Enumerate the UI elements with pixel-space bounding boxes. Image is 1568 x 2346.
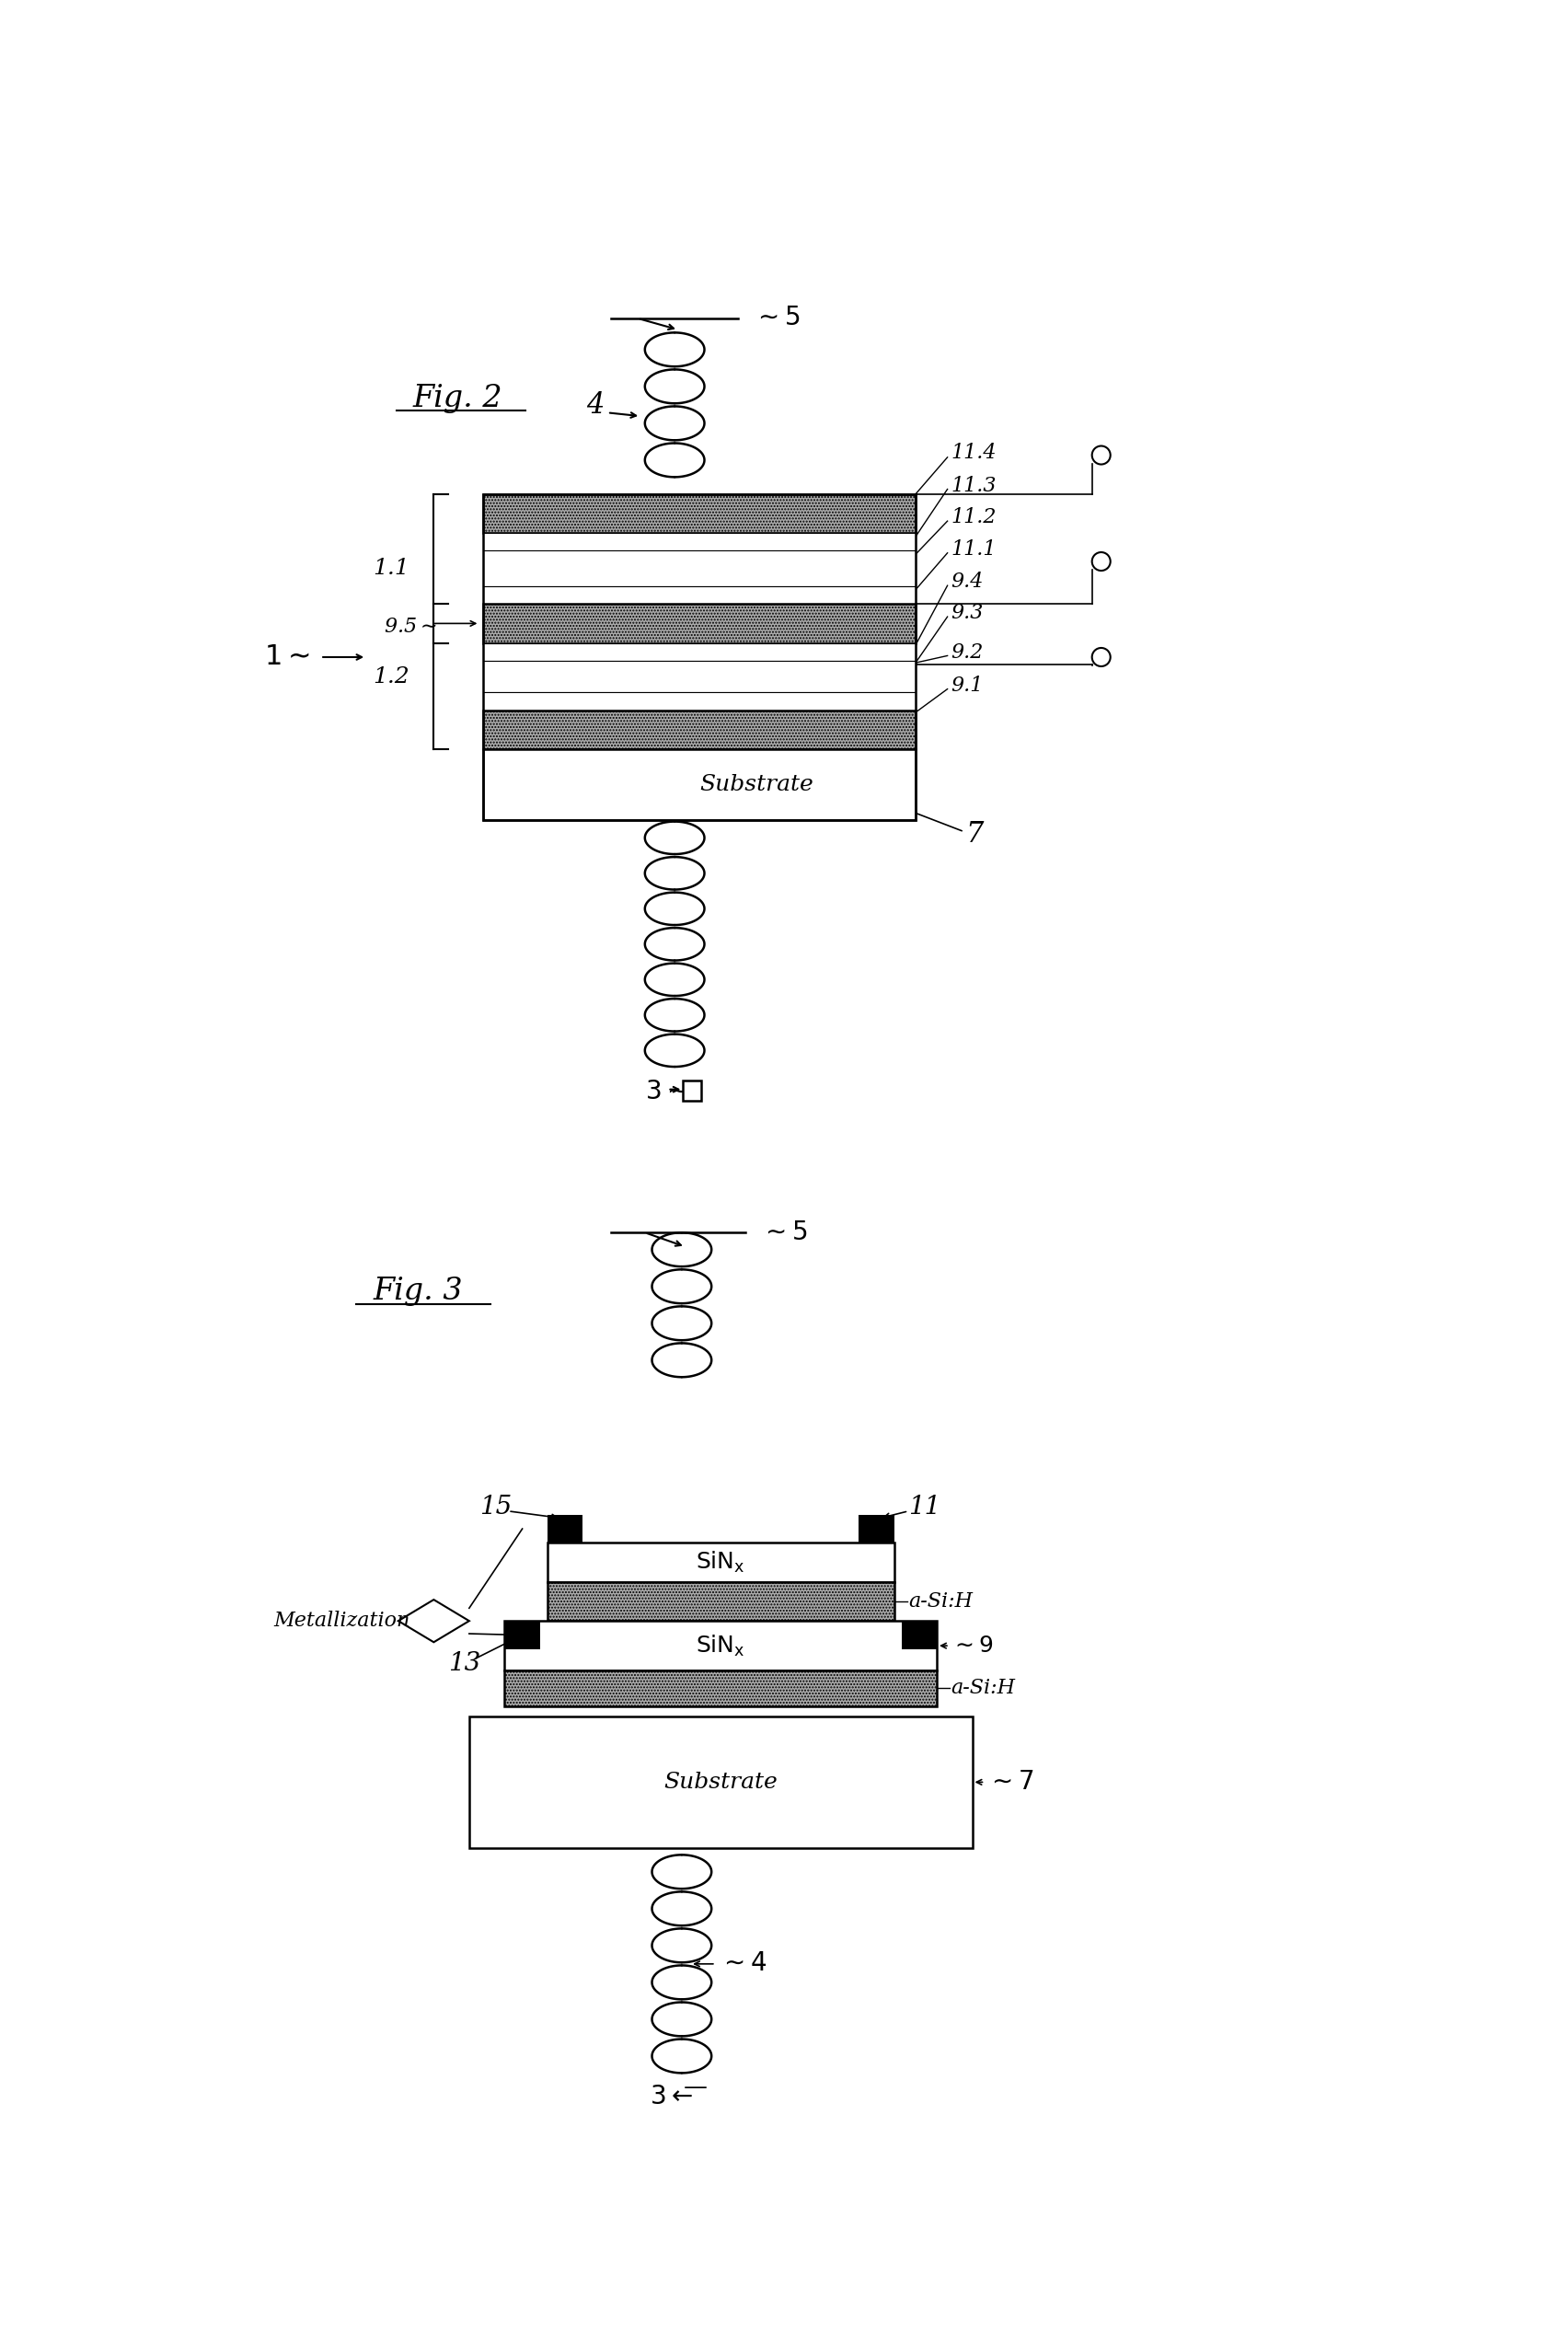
Text: 11.3: 11.3	[950, 476, 997, 495]
Bar	[547, 1516, 583, 1544]
Bar	[483, 711, 916, 748]
Text: $\sim5$: $\sim5$	[759, 1220, 808, 1246]
Text: 9.4: 9.4	[950, 572, 983, 591]
Text: Substrate: Substrate	[699, 774, 814, 795]
Text: a-Si:H: a-Si:H	[950, 1677, 1016, 1699]
Text: $1\sim$: $1\sim$	[263, 643, 309, 671]
Text: $\sim4$: $\sim4$	[718, 1952, 767, 1975]
Bar	[483, 748, 916, 821]
Text: 1.1: 1.1	[373, 558, 409, 579]
Bar	[483, 603, 916, 643]
Text: 9.5$\sim$: 9.5$\sim$	[384, 617, 437, 638]
Bar	[469, 1717, 972, 1849]
Bar	[859, 1516, 894, 1544]
Text: $\sim7$: $\sim7$	[986, 1769, 1033, 1795]
Bar	[505, 1621, 936, 1670]
Bar	[483, 495, 916, 533]
Bar	[902, 1621, 936, 1649]
Text: 9.3: 9.3	[950, 603, 983, 624]
Bar	[483, 586, 916, 603]
Text: $\sim9$: $\sim9$	[950, 1635, 994, 1656]
Text: 4: 4	[586, 392, 604, 420]
Text: Substrate: Substrate	[663, 1771, 778, 1792]
Text: $\mathrm{SiN_x}$: $\mathrm{SiN_x}$	[696, 1633, 745, 1659]
Text: 13: 13	[448, 1652, 480, 1675]
Bar	[483, 551, 916, 586]
Text: 1.2: 1.2	[373, 666, 409, 687]
Text: 11: 11	[908, 1494, 941, 1520]
Text: 11.1: 11.1	[950, 540, 997, 561]
Bar	[547, 1544, 894, 1581]
Bar	[547, 1581, 894, 1621]
Bar	[685, 2088, 706, 2109]
Text: $3\sim$: $3\sim$	[644, 1079, 687, 1105]
Bar	[684, 1082, 701, 1100]
Bar	[483, 533, 916, 551]
Text: $3\leftarrow$: $3\leftarrow$	[649, 2086, 693, 2109]
Text: 11.2: 11.2	[950, 507, 997, 528]
Bar	[483, 643, 916, 662]
Bar	[483, 692, 916, 711]
Text: Metallization: Metallization	[273, 1612, 409, 1630]
Text: 15: 15	[480, 1494, 513, 1520]
Text: Fig. 2: Fig. 2	[412, 385, 502, 413]
Text: 7: 7	[966, 821, 983, 849]
Bar	[483, 495, 916, 821]
Text: 9.1: 9.1	[950, 676, 983, 697]
Bar	[505, 1621, 539, 1649]
Text: Fig. 3: Fig. 3	[373, 1276, 464, 1307]
Bar	[505, 1670, 936, 1706]
Text: $\sim5$: $\sim5$	[753, 305, 800, 331]
Bar	[483, 662, 916, 692]
Text: $\mathrm{SiN_x}$: $\mathrm{SiN_x}$	[696, 1551, 745, 1574]
Text: a-Si:H: a-Si:H	[908, 1591, 972, 1612]
Text: 11.4: 11.4	[950, 443, 997, 462]
Text: 9.2: 9.2	[950, 643, 983, 662]
